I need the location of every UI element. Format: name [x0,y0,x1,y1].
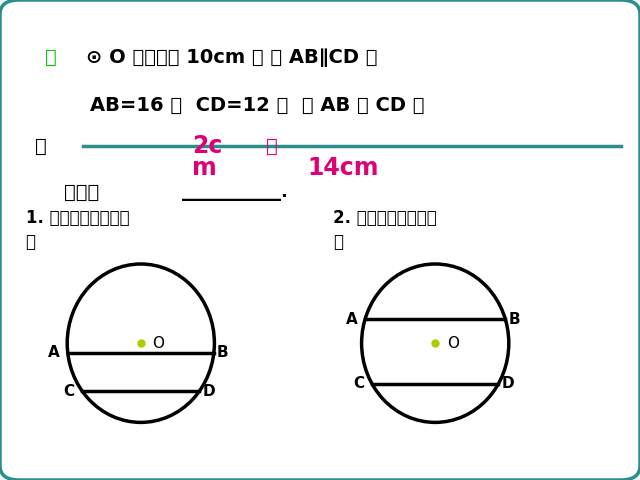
Text: 侧: 侧 [333,233,343,252]
Text: AB=16 ，  CD=12 ，  则 AB 、 CD 间: AB=16 ， CD=12 ， 则 AB 、 CD 间 [90,96,424,115]
Text: 的: 的 [35,137,47,156]
Text: B: B [217,345,228,360]
Text: C: C [63,384,75,399]
Text: C: C [353,376,364,392]
Text: B: B [509,312,520,327]
Text: O: O [447,336,459,351]
Text: ___________.: ___________. [182,183,288,201]
Text: ⊙ O 的半径为 10cm ， 弦 AB∥CD ，: ⊙ O 的半径为 10cm ， 弦 AB∥CD ， [86,48,378,67]
Text: 距离是: 距离是 [64,182,99,202]
Text: A: A [48,345,60,360]
Text: O: O [152,336,164,351]
Text: 1. 两条弦在圆心的同: 1. 两条弦在圆心的同 [26,209,129,228]
Text: 例: 例 [45,48,56,67]
Text: 14cm: 14cm [307,156,379,180]
Text: A: A [346,312,357,327]
Text: D: D [202,384,215,399]
Text: 侧: 侧 [26,233,36,252]
Text: 2. 两条弦在圆心的两: 2. 两条弦在圆心的两 [333,209,436,228]
Text: m: m [192,156,217,180]
Text: 2c: 2c [192,134,222,158]
Text: D: D [502,376,514,392]
Text: 或: 或 [266,137,277,156]
